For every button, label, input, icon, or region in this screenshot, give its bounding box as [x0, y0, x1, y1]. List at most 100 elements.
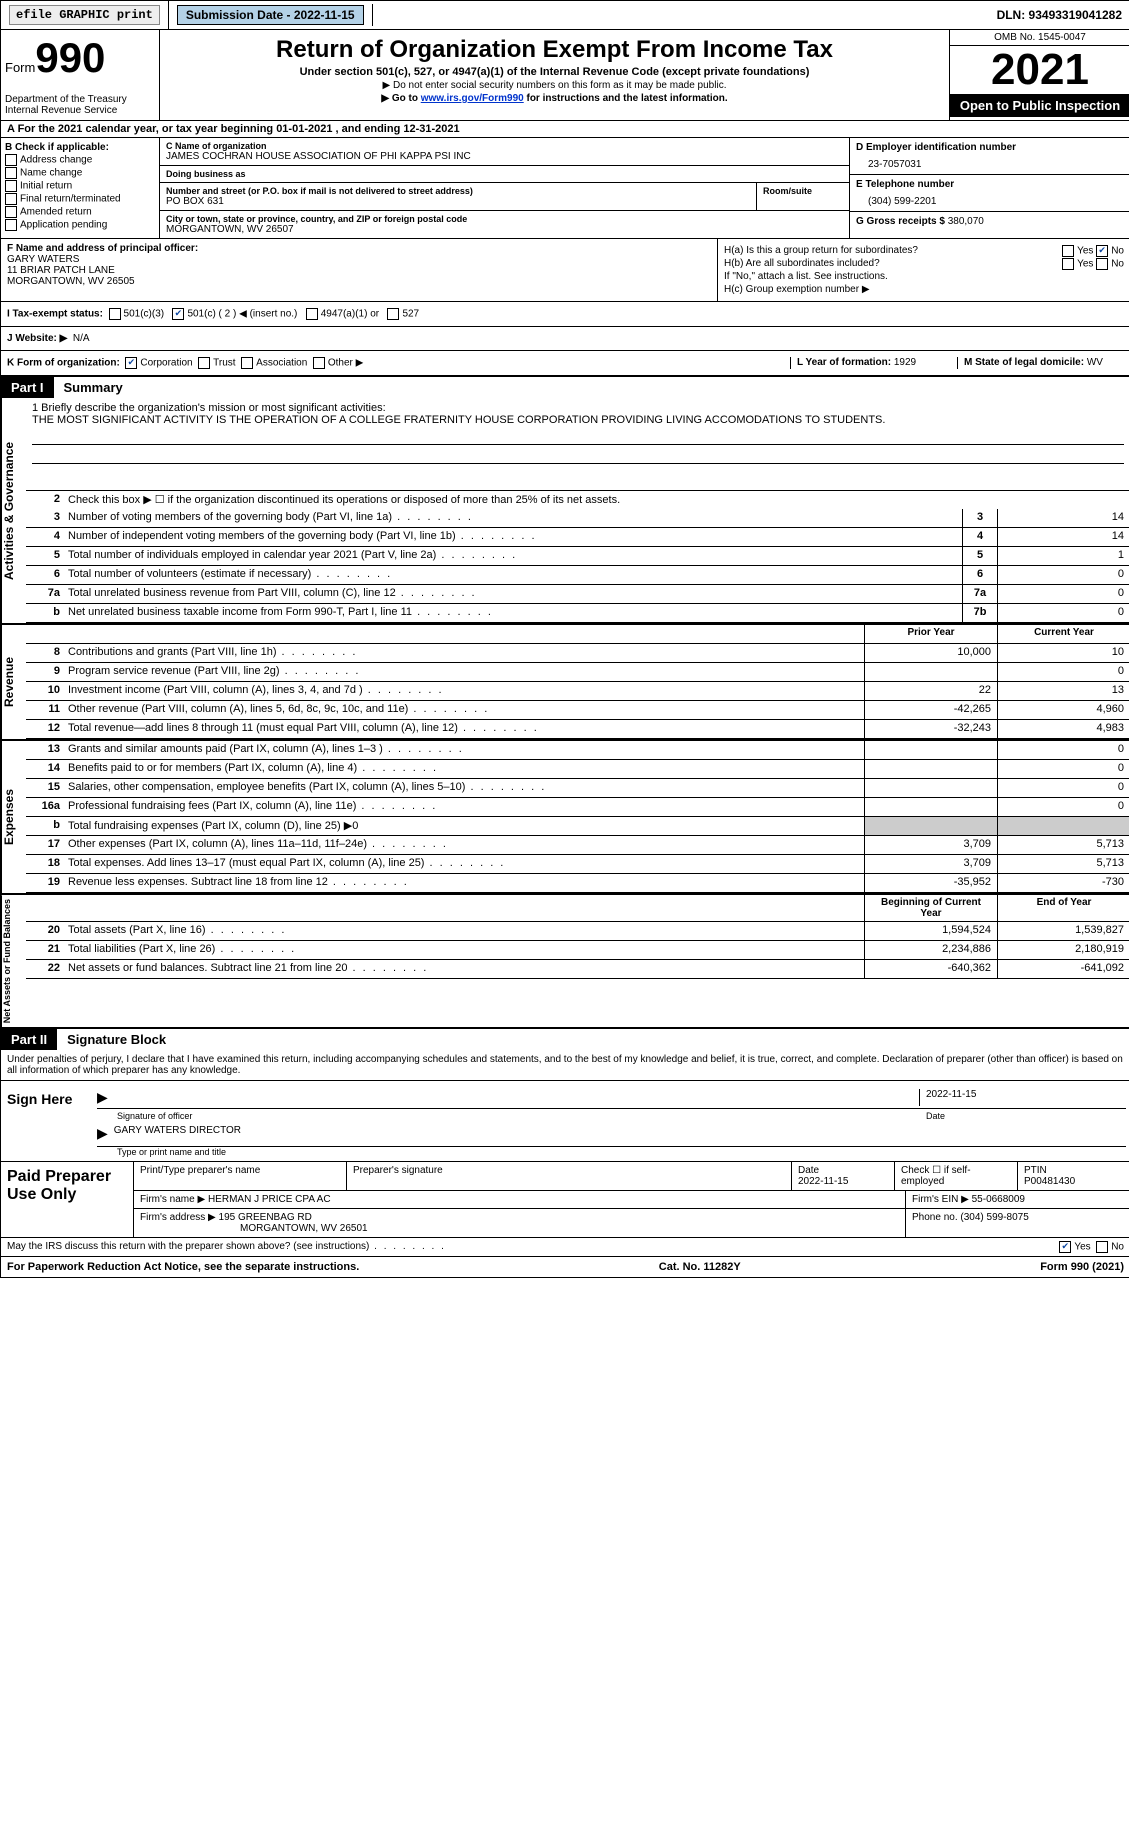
activities-section: Activities & Governance 1 Briefly descri… — [1, 398, 1129, 625]
sign-here-label: Sign Here — [1, 1081, 93, 1161]
officer-label: F Name and address of principal officer: — [7, 243, 711, 254]
cb-initial-return[interactable]: Initial return — [5, 180, 155, 192]
table-row: 12Total revenue—add lines 8 through 11 (… — [26, 720, 1129, 739]
table-row: 9Program service revenue (Part VIII, lin… — [26, 663, 1129, 682]
paid-preparer-block: Paid Preparer Use Only Print/Type prepar… — [1, 1162, 1129, 1237]
ein-cell: D Employer identification number 23-7057… — [850, 138, 1129, 175]
table-row: bNet unrelated business taxable income f… — [26, 604, 1129, 623]
form-number: Form990 — [5, 34, 155, 82]
vtab-expenses: Expenses — [1, 741, 26, 893]
sig-officer-label: Signature of officer — [97, 1111, 926, 1121]
head-end: End of Year — [998, 895, 1129, 921]
footer-mid: Cat. No. 11282Y — [659, 1261, 741, 1273]
name-title-label: Type or print name and title — [97, 1146, 1126, 1157]
efile-cell: efile GRAPHIC print — [1, 1, 169, 29]
mission-text: THE MOST SIGNIFICANT ACTIVITY IS THE OPE… — [32, 414, 1124, 426]
org-name-label: C Name of organization — [166, 141, 843, 151]
phone-value: (304) 599-2201 — [868, 196, 1124, 207]
table-row: 17Other expenses (Part IX, column (A), l… — [26, 836, 1129, 855]
form-subtitle: Under section 501(c), 527, or 4947(a)(1)… — [166, 66, 943, 78]
table-row: 11Other revenue (Part VIII, column (A), … — [26, 701, 1129, 720]
open-to-public: Open to Public Inspection — [950, 94, 1129, 117]
form-label: Form — [5, 60, 35, 75]
table-row: 16aProfessional fundraising fees (Part I… — [26, 798, 1129, 817]
form-990-number: 990 — [35, 34, 105, 81]
netassets-section: Net Assets or Fund Balances Beginning of… — [1, 895, 1129, 1029]
table-row: 18Total expenses. Add lines 13–17 (must … — [26, 855, 1129, 874]
tax-year: 2021 — [950, 46, 1129, 94]
part-2-title: Signature Block — [57, 1029, 1129, 1050]
header-left: Form990 Department of the Treasury Inter… — [1, 30, 160, 120]
dept-treasury: Department of the Treasury Internal Reve… — [5, 94, 155, 116]
form-990-page: efile GRAPHIC print Submission Date - 20… — [0, 0, 1129, 1278]
phone-cell: E Telephone number (304) 599-2201 — [850, 175, 1129, 212]
ha-row: H(a) Is this a group return for subordin… — [724, 245, 1124, 256]
table-row: 4Number of independent voting members of… — [26, 528, 1129, 547]
vtab-netassets: Net Assets or Fund Balances — [1, 895, 26, 1027]
footer-right: Form 990 (2021) — [1040, 1261, 1124, 1273]
discuss-question: May the IRS discuss this return with the… — [7, 1241, 1059, 1253]
header-middle: Return of Organization Exempt From Incom… — [160, 30, 949, 120]
hc-row: H(c) Group exemption number ▶ — [724, 284, 1124, 295]
part-1-label: Part I — [1, 377, 54, 398]
submission-date-badge: Submission Date - 2022-11-15 — [177, 5, 364, 25]
form-header: Form990 Department of the Treasury Inter… — [1, 30, 1129, 121]
officer-street: 11 BRIAR PATCH LANE — [7, 265, 711, 276]
table-row: 10Investment income (Part VIII, column (… — [26, 682, 1129, 701]
street-value: PO BOX 631 — [166, 196, 750, 207]
expenses-section: Expenses 13Grants and similar amounts pa… — [1, 741, 1129, 895]
mission-box: 1 Briefly describe the organization's mi… — [26, 398, 1129, 491]
head-prior: Prior Year — [865, 625, 998, 643]
table-row: 21Total liabilities (Part X, line 26)2,2… — [26, 941, 1129, 960]
cb-final-return[interactable]: Final return/terminated — [5, 193, 155, 205]
dba-label: Doing business as — [166, 169, 843, 179]
gross-label: G Gross receipts $ — [856, 216, 945, 227]
table-row: 8Contributions and grants (Part VIII, li… — [26, 644, 1129, 663]
officer-typed-name: GARY WATERS DIRECTOR — [114, 1125, 241, 1142]
row-j-website: J Website: ▶ N/A — [1, 327, 1129, 351]
table-row: 6Total number of volunteers (estimate if… — [26, 566, 1129, 585]
street-label: Number and street (or P.O. box if mail i… — [166, 186, 750, 196]
table-row: 13Grants and similar amounts paid (Part … — [26, 741, 1129, 760]
vtab-activities: Activities & Governance — [1, 398, 26, 623]
table-row: 19Revenue less expenses. Subtract line 1… — [26, 874, 1129, 893]
row-i-tax-status: I Tax-exempt status: 501(c)(3) 501(c) ( … — [1, 302, 1129, 327]
cb-amended-return[interactable]: Amended return — [5, 206, 155, 218]
irs-link[interactable]: www.irs.gov/Form990 — [421, 93, 524, 104]
form-note-link: ▶ Go to www.irs.gov/Form990 for instruct… — [166, 93, 943, 104]
vtab-revenue: Revenue — [1, 625, 26, 739]
phone-label: E Telephone number — [856, 179, 1124, 190]
city-label: City or town, state or province, country… — [166, 214, 843, 224]
omb-number: OMB No. 1545-0047 — [950, 30, 1129, 46]
footer-line: For Paperwork Reduction Act Notice, see … — [1, 1256, 1129, 1277]
submission-cell: Submission Date - 2022-11-15 — [169, 4, 373, 26]
dln-cell: DLN: 93493319041282 — [989, 4, 1129, 26]
room-cell: Room/suite — [757, 183, 849, 211]
col-d: D Employer identification number 23-7057… — [849, 138, 1129, 238]
sig-date-label: Date — [926, 1111, 1126, 1121]
org-name: JAMES COCHRAN HOUSE ASSOCIATION OF PHI K… — [166, 151, 843, 162]
topbar: efile GRAPHIC print Submission Date - 20… — [1, 1, 1129, 30]
part-1-header: Part I Summary — [1, 377, 1129, 398]
table-row: 22Net assets or fund balances. Subtract … — [26, 960, 1129, 979]
cb-name-change[interactable]: Name change — [5, 167, 155, 179]
part-1-title: Summary — [54, 377, 1129, 398]
street-row: Number and street (or P.O. box if mail i… — [160, 183, 849, 211]
col-b-header: B Check if applicable: — [5, 142, 155, 153]
gross-value: 380,070 — [948, 216, 984, 227]
table-row: 15Salaries, other compensation, employee… — [26, 779, 1129, 798]
discuss-row: May the IRS discuss this return with the… — [1, 1237, 1129, 1256]
dba-cell: Doing business as — [160, 166, 849, 183]
table-row: 14Benefits paid to or for members (Part … — [26, 760, 1129, 779]
website-value: N/A — [73, 333, 90, 344]
self-employed-check: Check ☐ if self-employed — [895, 1162, 1018, 1190]
street-cell: Number and street (or P.O. box if mail i… — [160, 183, 757, 211]
cb-application-pending[interactable]: Application pending — [5, 219, 155, 231]
sign-here-block: Sign Here ▶ 2022-11-15 Signature of offi… — [1, 1081, 1129, 1162]
cb-address-change[interactable]: Address change — [5, 154, 155, 166]
ein-value: 23-7057031 — [868, 159, 1124, 170]
sig-date: 2022-11-15 — [919, 1089, 1126, 1106]
form-title: Return of Organization Exempt From Incom… — [166, 36, 943, 64]
efile-print-button[interactable]: efile GRAPHIC print — [9, 5, 160, 25]
table-row: 20Total assets (Part X, line 16)1,594,52… — [26, 922, 1129, 941]
